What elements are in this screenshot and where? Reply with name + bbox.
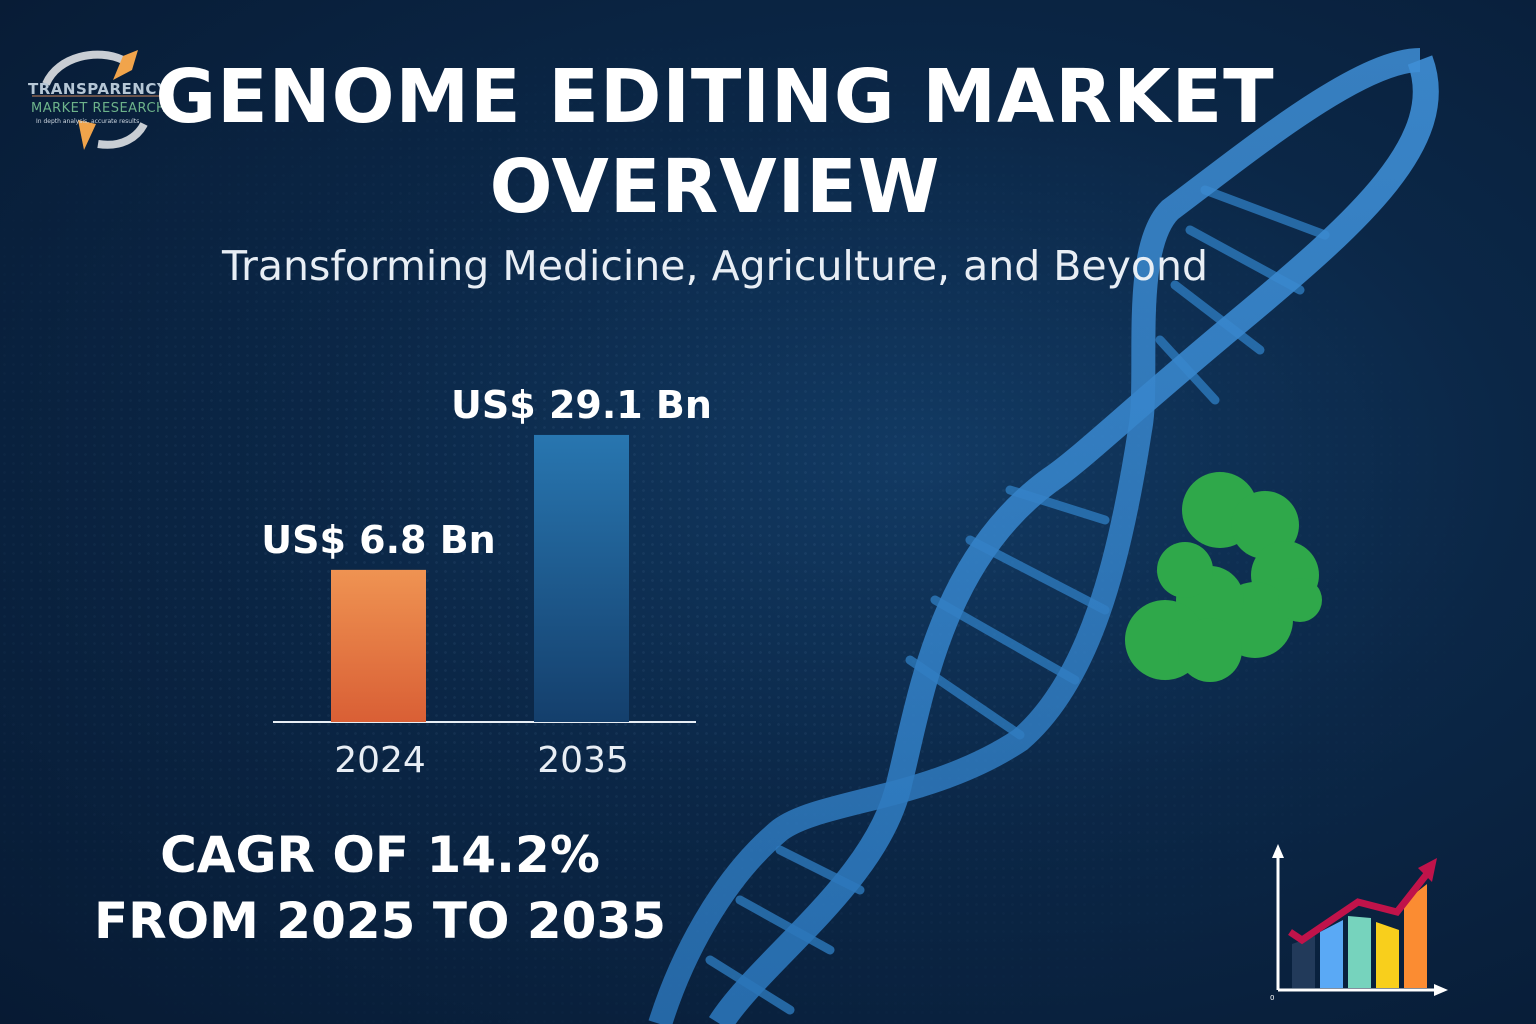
bars-svg	[273, 434, 696, 723]
page-title: GENOME EDITING MARKET OVERVIEW	[155, 54, 1275, 230]
bar-2024	[331, 569, 426, 722]
data-label-2024: US$ 6.8 Bn	[261, 517, 496, 562]
growth-chart-icon: 0	[1270, 844, 1448, 1002]
cagr-callout: CAGR OF 14.2% FROM 2025 TO 2035	[80, 822, 680, 954]
page-subtitle: Transforming Medicine, Agriculture, and …	[221, 242, 1209, 290]
axis-zero-label: 0	[1270, 994, 1274, 1002]
icon-bar	[1404, 884, 1427, 988]
company-logo	[32, 50, 168, 150]
logo-name: TRANSPARENCY	[28, 80, 169, 98]
icon-bar	[1292, 936, 1315, 988]
x-tick-2035: 2035	[537, 740, 629, 781]
icon-bar	[1376, 922, 1399, 988]
logo-line2: MARKET RESEARCH	[31, 101, 167, 116]
data-label-2035: US$ 29.1 Bn	[451, 382, 712, 427]
bar-2035	[534, 434, 629, 722]
protein-molecule	[1125, 472, 1322, 682]
icon-bar	[1320, 920, 1343, 988]
cagr-value: CAGR OF 14.2%	[160, 826, 600, 884]
logo-tagline: In depth analysis, accurate results	[36, 118, 140, 125]
x-tick-2024: 2024	[334, 740, 426, 781]
cagr-period: FROM 2025 TO 2035	[93, 892, 667, 950]
icon-bar	[1348, 916, 1371, 988]
